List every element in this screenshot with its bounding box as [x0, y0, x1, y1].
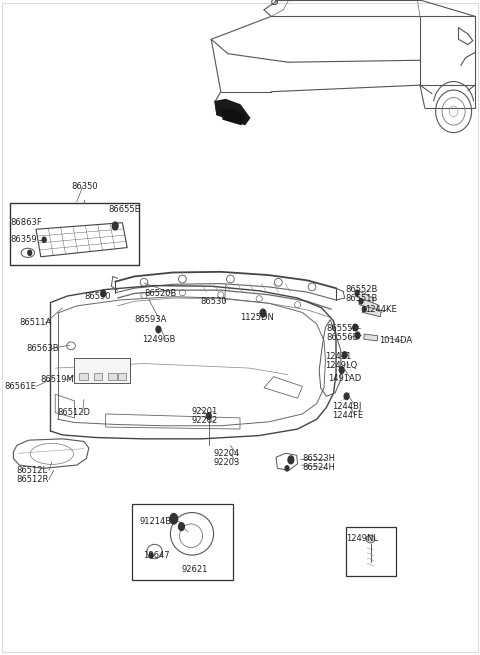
- Circle shape: [353, 324, 358, 331]
- Text: 86551B: 86551B: [346, 294, 378, 303]
- Text: 92204: 92204: [214, 449, 240, 458]
- Circle shape: [355, 290, 359, 295]
- Circle shape: [149, 553, 153, 558]
- Bar: [362, 306, 381, 317]
- Text: 86512D: 86512D: [58, 408, 91, 417]
- Text: 86511A: 86511A: [19, 318, 51, 328]
- Text: 86350: 86350: [71, 182, 97, 191]
- Text: 18647: 18647: [143, 551, 169, 560]
- Text: 1491AD: 1491AD: [328, 374, 361, 383]
- Text: 86590: 86590: [84, 291, 110, 301]
- Text: 86519M: 86519M: [41, 375, 74, 384]
- Circle shape: [112, 222, 118, 230]
- Bar: [94, 373, 102, 380]
- Text: 86359: 86359: [11, 234, 37, 244]
- Text: 1125DN: 1125DN: [240, 312, 274, 322]
- Circle shape: [179, 523, 184, 531]
- Text: 1249GB: 1249GB: [142, 335, 175, 344]
- Circle shape: [355, 332, 360, 339]
- Bar: [355, 290, 374, 305]
- Text: 1244FE: 1244FE: [332, 411, 363, 420]
- Circle shape: [285, 466, 289, 471]
- Text: 86863F: 86863F: [11, 218, 42, 227]
- Text: 86523H: 86523H: [302, 454, 336, 463]
- Text: 92202: 92202: [192, 416, 218, 425]
- Text: 86520B: 86520B: [144, 289, 176, 298]
- Text: 1244KE: 1244KE: [365, 305, 396, 314]
- Circle shape: [42, 237, 46, 242]
- Circle shape: [28, 250, 32, 255]
- Polygon shape: [221, 109, 245, 124]
- Text: 91214B: 91214B: [139, 517, 171, 526]
- Text: 86593A: 86593A: [134, 315, 167, 324]
- Text: 86555D: 86555D: [326, 324, 360, 333]
- Bar: [10, 203, 139, 265]
- Text: 92621: 92621: [181, 565, 208, 574]
- Circle shape: [339, 367, 344, 373]
- Bar: [118, 373, 126, 380]
- Text: 86556D: 86556D: [326, 333, 360, 343]
- FancyBboxPatch shape: [74, 358, 130, 383]
- Text: 86563B: 86563B: [26, 344, 59, 353]
- Text: 92203: 92203: [214, 458, 240, 467]
- Text: 12431: 12431: [325, 352, 352, 361]
- Circle shape: [288, 456, 294, 464]
- Text: 86552B: 86552B: [346, 285, 378, 294]
- Text: 86655E: 86655E: [108, 205, 140, 214]
- Text: 86530: 86530: [201, 297, 227, 306]
- Bar: [359, 298, 378, 311]
- Text: 92201: 92201: [192, 407, 218, 416]
- Circle shape: [344, 393, 349, 400]
- Text: 86512R: 86512R: [17, 475, 49, 484]
- Circle shape: [260, 309, 266, 317]
- Bar: [132, 504, 233, 580]
- Circle shape: [206, 413, 211, 419]
- Circle shape: [170, 514, 178, 524]
- Polygon shape: [215, 100, 250, 124]
- Bar: [108, 373, 117, 380]
- Circle shape: [359, 299, 363, 304]
- Circle shape: [342, 352, 347, 358]
- Bar: [79, 373, 88, 380]
- Bar: [364, 334, 378, 341]
- Text: 1244BJ: 1244BJ: [332, 402, 361, 411]
- Text: 1014DA: 1014DA: [379, 336, 412, 345]
- Text: 86524H: 86524H: [302, 463, 335, 472]
- Circle shape: [362, 307, 366, 312]
- Ellipse shape: [366, 535, 375, 543]
- Text: 1249LQ: 1249LQ: [325, 361, 358, 370]
- Text: 1249NL: 1249NL: [347, 534, 378, 543]
- Bar: [346, 527, 396, 576]
- Text: 86512L: 86512L: [17, 466, 48, 475]
- Text: 86561E: 86561E: [5, 382, 36, 391]
- Circle shape: [101, 290, 106, 297]
- Circle shape: [156, 326, 161, 333]
